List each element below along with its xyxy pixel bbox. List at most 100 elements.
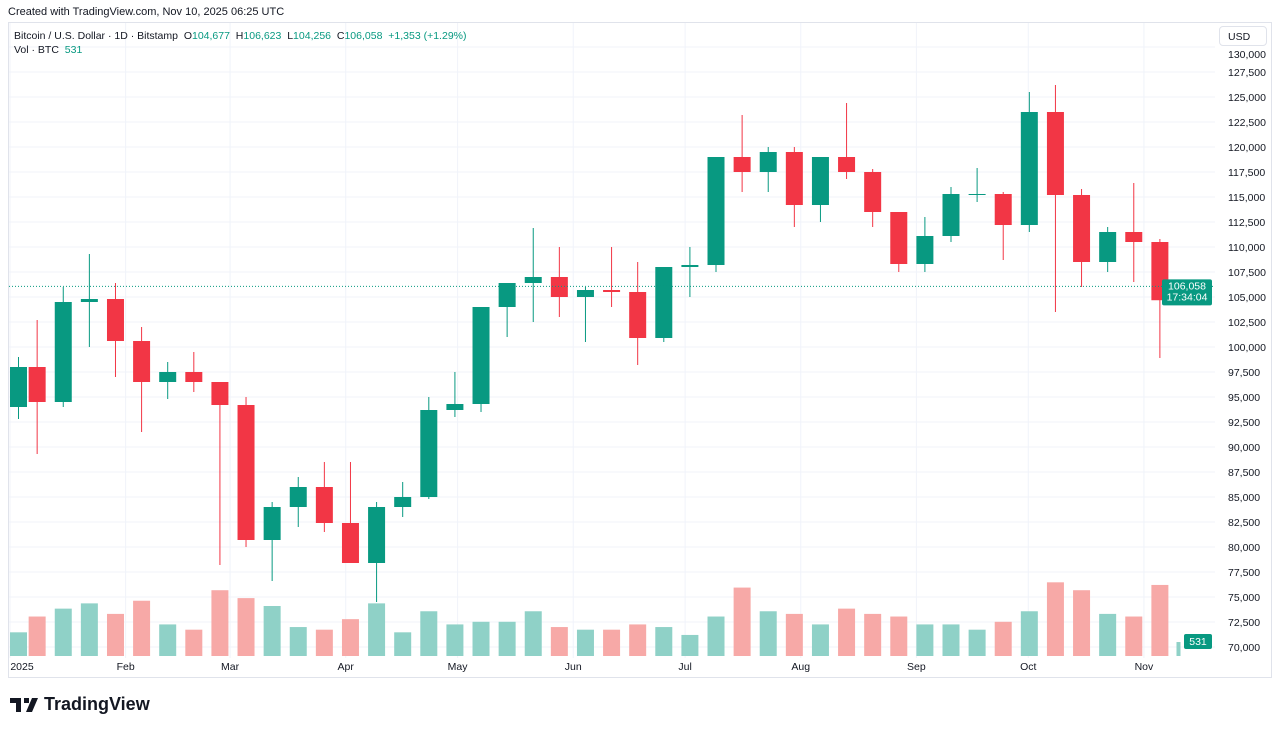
- candle: [1020, 92, 1038, 232]
- close-value: 106,058: [344, 30, 383, 42]
- candle: [394, 482, 412, 517]
- volume-bar: [1176, 642, 1181, 656]
- candle-body: [498, 283, 516, 307]
- candle-body: [237, 405, 255, 540]
- candle: [159, 362, 177, 399]
- volume-bar: [1099, 613, 1117, 656]
- volume-bar: [890, 616, 908, 656]
- candle: [994, 192, 1012, 260]
- volume-bar: [420, 611, 438, 656]
- volume-bar: [106, 613, 124, 656]
- candle: [864, 169, 882, 227]
- volume-bar: [263, 606, 281, 656]
- volume-bar: [759, 611, 777, 656]
- volume-bar: [576, 629, 594, 656]
- candle: [603, 247, 621, 307]
- volume-bars: [10, 582, 1181, 656]
- candle: [10, 357, 27, 419]
- volume-bar: [1020, 611, 1038, 656]
- candle: [916, 217, 934, 272]
- volume-bar: [80, 603, 98, 656]
- candle-body: [289, 487, 307, 507]
- tradingview-logo[interactable]: TradingView: [10, 694, 150, 715]
- candle-body: [211, 382, 229, 405]
- candle: [968, 168, 986, 202]
- candle-body: [655, 267, 673, 338]
- last-price-value: 106,058: [1168, 280, 1206, 292]
- candle-body: [603, 290, 621, 292]
- brand-name: TradingView: [44, 694, 150, 714]
- price-tick-label: 102,500: [1228, 317, 1266, 329]
- volume-bar: [785, 613, 803, 656]
- price-tick-label: 70,000: [1228, 642, 1260, 654]
- volume-bar: [733, 587, 751, 656]
- candle-body: [733, 157, 751, 172]
- candle: [368, 502, 386, 602]
- price-axis: 70,000 72,500 75,000 77,500 80,000 82,500 85,0…: [1228, 49, 1266, 654]
- price-tick-label: 125,000: [1228, 92, 1266, 104]
- candle: [498, 283, 516, 337]
- price-tick-label: 82,500: [1228, 517, 1260, 529]
- high-label: H: [235, 30, 244, 42]
- candle-body: [315, 487, 333, 523]
- candle-body: [10, 367, 27, 407]
- candle-body: [420, 410, 438, 497]
- price-tick-label: 127,500: [1228, 67, 1266, 79]
- price-tick-label: 77,500: [1228, 567, 1260, 579]
- candle: [211, 382, 229, 565]
- price-tick-label: 72,500: [1228, 617, 1260, 629]
- volume-bar: [1046, 582, 1064, 656]
- high-value: 106,623: [243, 30, 282, 42]
- candle: [838, 103, 856, 179]
- candle-body: [368, 507, 386, 563]
- candle: [472, 307, 490, 412]
- candle-body: [968, 194, 986, 195]
- candle-body: [681, 265, 699, 267]
- volume-bar: [1125, 616, 1143, 656]
- chart-frame[interactable]: [8, 22, 1272, 678]
- candle-body: [576, 290, 594, 297]
- last-volume-tag-bg: [1184, 634, 1212, 649]
- candle-body: [890, 212, 908, 264]
- volume-bar: [315, 629, 333, 656]
- symbol-legend: Bitcoin / U.S. Dollar · 1D · Bitstamp O1…: [14, 29, 467, 57]
- candle: [942, 187, 960, 242]
- price-tick-label: 107,500: [1228, 267, 1266, 279]
- tradingview-logo-icon: [10, 697, 38, 712]
- volume-bar: [211, 590, 229, 656]
- volume-bar: [472, 621, 490, 656]
- volume-bar: [681, 634, 699, 656]
- candle-body: [133, 341, 151, 382]
- candle-body: [1099, 232, 1117, 262]
- volume-bar: [341, 619, 359, 656]
- volume-label[interactable]: Vol · BTC: [14, 44, 59, 56]
- volume-bar: [707, 616, 725, 656]
- candle: [263, 502, 281, 581]
- volume-bar: [446, 624, 464, 656]
- candle: [811, 157, 829, 222]
- time-tick-label: Sep: [907, 661, 926, 673]
- volume-value: 531: [64, 44, 83, 56]
- candle: [133, 327, 151, 432]
- candle-body: [942, 194, 960, 236]
- candle: [707, 157, 725, 272]
- candle-body: [785, 152, 803, 205]
- price-tick-label: 87,500: [1228, 467, 1260, 479]
- currency-button[interactable]: USD: [1219, 26, 1267, 46]
- candle-body: [1046, 112, 1064, 195]
- candle: [446, 372, 464, 417]
- volume-bar: [811, 624, 829, 656]
- time-tick-label: May: [448, 661, 469, 673]
- candle: [237, 397, 255, 547]
- last-volume-value: 531: [1189, 636, 1207, 648]
- volume-bar: [1151, 584, 1169, 656]
- candle: [1073, 189, 1091, 287]
- price-tick-label: 120,000: [1228, 142, 1266, 154]
- candle: [1125, 183, 1143, 282]
- volume-bar: [133, 600, 151, 656]
- candles: [10, 85, 1181, 602]
- volume-bar: [994, 621, 1012, 656]
- volume-bar: [968, 629, 986, 656]
- symbol-title[interactable]: Bitcoin / U.S. Dollar · 1D · Bitstamp: [14, 30, 178, 42]
